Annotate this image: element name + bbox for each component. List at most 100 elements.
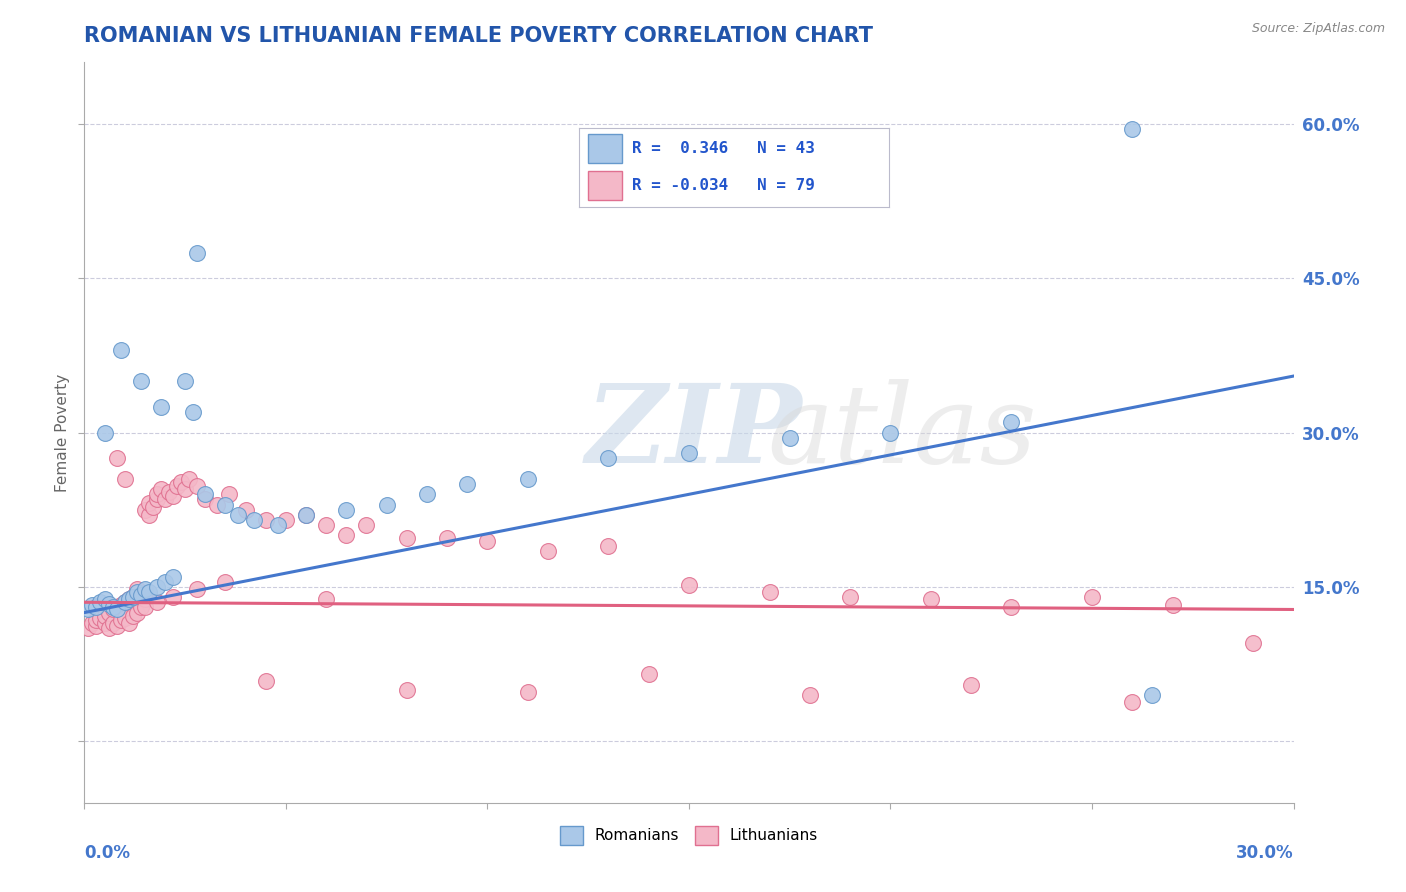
Point bbox=[1241, 636, 1264, 650]
Point bbox=[226, 508, 249, 522]
Point bbox=[254, 513, 277, 527]
Point bbox=[295, 508, 318, 522]
Point bbox=[89, 595, 111, 609]
Point bbox=[105, 451, 128, 466]
Point bbox=[637, 667, 659, 681]
Text: Source: ZipAtlas.com: Source: ZipAtlas.com bbox=[1251, 22, 1385, 36]
Point bbox=[134, 600, 156, 615]
Point bbox=[879, 425, 901, 440]
Point bbox=[218, 487, 240, 501]
Point bbox=[758, 585, 780, 599]
Point bbox=[194, 487, 217, 501]
Point bbox=[146, 487, 169, 501]
Point bbox=[214, 574, 236, 589]
Point bbox=[375, 498, 398, 512]
Point bbox=[162, 590, 184, 604]
Point bbox=[181, 405, 204, 419]
Point bbox=[105, 600, 128, 615]
Point bbox=[335, 502, 357, 516]
Point bbox=[162, 489, 184, 503]
Point bbox=[105, 619, 128, 633]
Point bbox=[138, 508, 160, 522]
Point bbox=[114, 611, 136, 625]
Text: R =  0.346   N = 43: R = 0.346 N = 43 bbox=[631, 141, 814, 156]
Legend: Romanians, Lithuanians: Romanians, Lithuanians bbox=[554, 820, 824, 851]
Point bbox=[960, 677, 983, 691]
Point bbox=[274, 513, 297, 527]
Point bbox=[110, 599, 132, 613]
Point bbox=[214, 498, 236, 512]
Point bbox=[118, 615, 141, 630]
Point bbox=[149, 400, 172, 414]
Point bbox=[678, 446, 700, 460]
Point bbox=[162, 569, 184, 583]
Point bbox=[93, 425, 115, 440]
Y-axis label: Female Poverty: Female Poverty bbox=[55, 374, 70, 491]
Point bbox=[295, 508, 318, 522]
Point bbox=[315, 592, 337, 607]
Point bbox=[436, 531, 458, 545]
Point bbox=[146, 492, 169, 507]
Point bbox=[186, 582, 208, 596]
Point bbox=[134, 582, 156, 596]
Point bbox=[235, 502, 257, 516]
Point bbox=[174, 482, 197, 496]
Point bbox=[86, 600, 108, 615]
Point bbox=[121, 590, 143, 604]
Point bbox=[194, 492, 217, 507]
Text: 30.0%: 30.0% bbox=[1236, 844, 1294, 862]
Point bbox=[86, 619, 108, 633]
Point bbox=[97, 598, 120, 612]
Point bbox=[179, 472, 201, 486]
Point bbox=[121, 590, 143, 604]
Point bbox=[125, 585, 148, 599]
Text: 0.0%: 0.0% bbox=[84, 844, 131, 862]
Point bbox=[516, 685, 538, 699]
Point bbox=[395, 682, 418, 697]
Point bbox=[105, 602, 128, 616]
Point bbox=[456, 477, 478, 491]
Point bbox=[1161, 599, 1184, 613]
Point bbox=[1121, 695, 1143, 709]
Point bbox=[86, 613, 108, 627]
Point bbox=[315, 518, 337, 533]
Point bbox=[267, 518, 290, 533]
Point bbox=[110, 343, 132, 358]
Point bbox=[101, 600, 124, 615]
Point bbox=[93, 615, 115, 630]
Point bbox=[1000, 415, 1022, 429]
Point bbox=[118, 592, 141, 607]
Point bbox=[134, 592, 156, 607]
Point bbox=[77, 621, 100, 635]
Point bbox=[101, 615, 124, 630]
Point bbox=[93, 592, 115, 607]
Point bbox=[242, 513, 264, 527]
Point bbox=[598, 539, 620, 553]
Point bbox=[89, 611, 111, 625]
Point bbox=[121, 608, 143, 623]
Point bbox=[207, 498, 229, 512]
Point bbox=[839, 590, 862, 604]
Point bbox=[157, 485, 180, 500]
Point bbox=[1121, 122, 1143, 136]
Point bbox=[146, 595, 169, 609]
Point bbox=[166, 479, 188, 493]
Text: R = -0.034   N = 79: R = -0.034 N = 79 bbox=[631, 178, 814, 193]
Point bbox=[97, 606, 120, 620]
Point bbox=[114, 595, 136, 609]
Point bbox=[82, 615, 104, 630]
Text: ROMANIAN VS LITHUANIAN FEMALE POVERTY CORRELATION CHART: ROMANIAN VS LITHUANIAN FEMALE POVERTY CO… bbox=[84, 26, 873, 45]
Point bbox=[477, 533, 499, 548]
Point bbox=[186, 479, 208, 493]
Point bbox=[174, 374, 197, 388]
Point bbox=[1142, 688, 1164, 702]
Point bbox=[779, 431, 801, 445]
Point bbox=[170, 475, 193, 489]
Point bbox=[114, 595, 136, 609]
Point bbox=[82, 599, 104, 613]
Bar bbox=[588, 171, 623, 201]
Point bbox=[153, 574, 176, 589]
Point bbox=[149, 482, 172, 496]
Point bbox=[335, 528, 357, 542]
Point bbox=[77, 602, 100, 616]
